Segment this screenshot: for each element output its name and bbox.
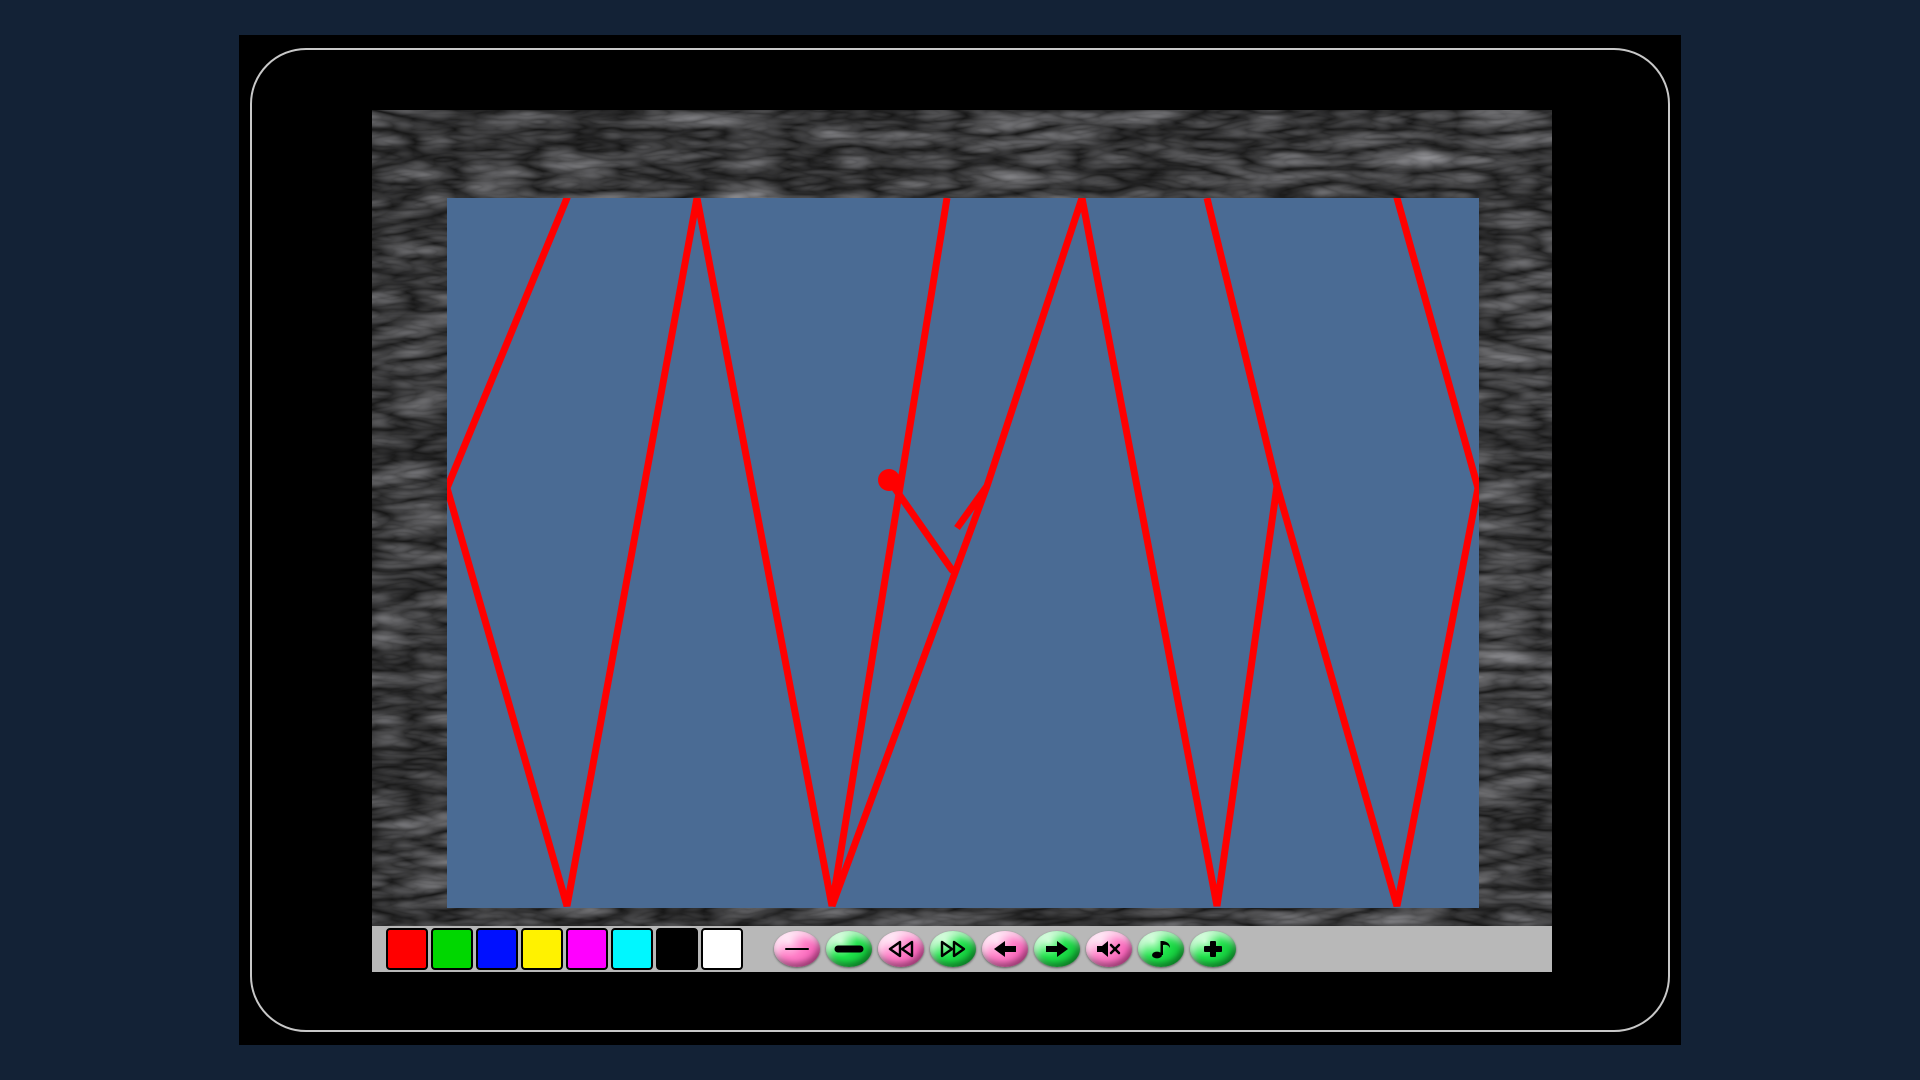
thick-line-button[interactable] <box>826 931 872 967</box>
fast-forward-button[interactable] <box>930 931 976 967</box>
color-swatch-red[interactable] <box>386 928 428 970</box>
arrow-left-icon <box>990 938 1020 960</box>
drawing-svg <box>447 198 1479 908</box>
color-swatch-white[interactable] <box>701 928 743 970</box>
fast-forward-icon <box>938 938 968 960</box>
thick-line-icon <box>834 938 864 960</box>
plus-icon <box>1198 938 1228 960</box>
thin-line-button[interactable] <box>774 931 820 967</box>
music-button[interactable] <box>1138 931 1184 967</box>
rewind-button[interactable] <box>878 931 924 967</box>
app-screen <box>372 110 1552 972</box>
tablet-frame <box>250 48 1670 1032</box>
rewind-icon <box>886 938 916 960</box>
color-swatch-magenta[interactable] <box>566 928 608 970</box>
next-button[interactable] <box>1034 931 1080 967</box>
add-button[interactable] <box>1190 931 1236 967</box>
color-swatch-green[interactable] <box>431 928 473 970</box>
color-swatch-cyan[interactable] <box>611 928 653 970</box>
drawing-canvas[interactable] <box>447 198 1479 908</box>
mute-button[interactable] <box>1086 931 1132 967</box>
ball <box>878 469 900 491</box>
arrow-right-icon <box>1042 938 1072 960</box>
canvas-container <box>372 110 1552 926</box>
color-swatch-black[interactable] <box>656 928 698 970</box>
color-swatch-yellow[interactable] <box>521 928 563 970</box>
color-swatch-blue[interactable] <box>476 928 518 970</box>
music-note-icon <box>1146 938 1176 960</box>
thin-line-icon <box>782 938 812 960</box>
mute-icon <box>1094 938 1124 960</box>
prev-button[interactable] <box>982 931 1028 967</box>
toolbar <box>372 926 1552 972</box>
